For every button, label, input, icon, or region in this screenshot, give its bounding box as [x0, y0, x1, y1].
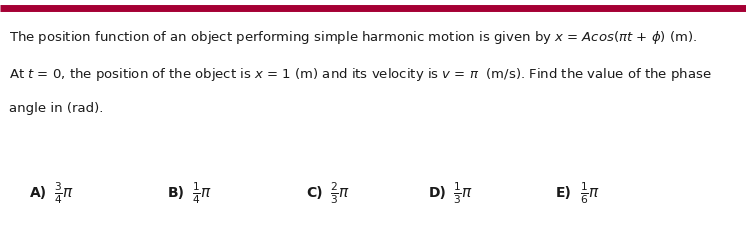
- Text: angle in (rad).: angle in (rad).: [9, 102, 104, 115]
- Text: $\mathregular{\frac{2}{3}}\pi$: $\mathregular{\frac{2}{3}}\pi$: [330, 180, 350, 206]
- Text: $\mathregular{\frac{3}{4}}\pi$: $\mathregular{\frac{3}{4}}\pi$: [54, 180, 74, 206]
- Text: C): C): [306, 186, 322, 200]
- Text: The position function of an object performing simple harmonic motion is given by: The position function of an object perfo…: [9, 29, 698, 46]
- Text: D): D): [429, 186, 447, 200]
- Text: $\mathregular{\frac{1}{6}}\pi$: $\mathregular{\frac{1}{6}}\pi$: [580, 180, 600, 206]
- Text: B): B): [168, 186, 185, 200]
- Text: At $\it{t}$ = 0, the position of the object is $\it{x}$ = 1 (m) and its velocity: At $\it{t}$ = 0, the position of the obj…: [9, 66, 712, 83]
- Text: E): E): [556, 186, 571, 200]
- Text: $\mathregular{\frac{1}{3}}\pi$: $\mathregular{\frac{1}{3}}\pi$: [453, 180, 473, 206]
- Text: $\mathregular{\frac{1}{4}}\pi$: $\mathregular{\frac{1}{4}}\pi$: [192, 180, 212, 206]
- Text: A): A): [30, 186, 47, 200]
